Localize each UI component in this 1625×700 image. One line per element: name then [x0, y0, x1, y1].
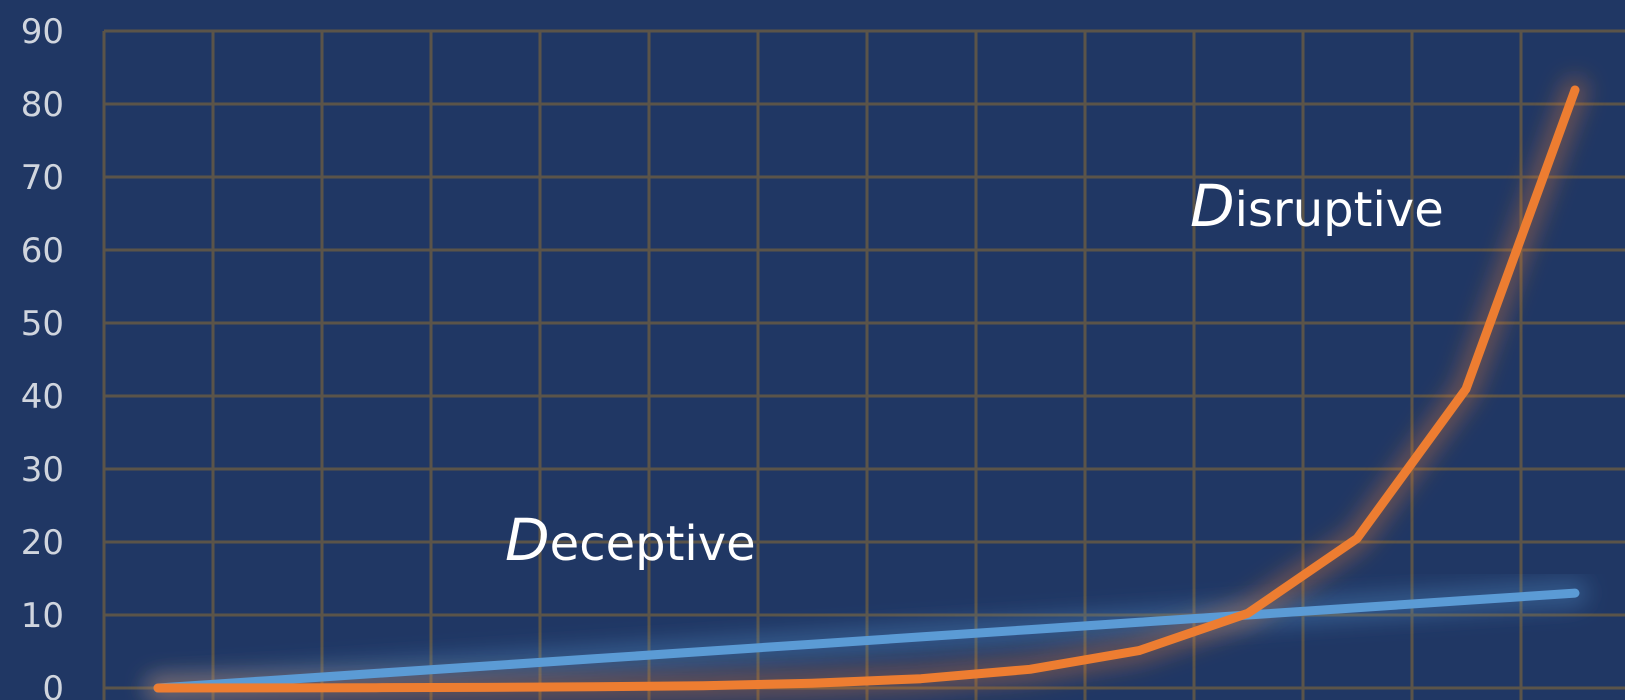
y-tick-label: 90 [21, 12, 64, 52]
annotation-disruptive-initial: D [1190, 172, 1235, 240]
y-tick-label: 60 [21, 231, 64, 271]
y-tick-label: 30 [21, 450, 64, 490]
y-tick-label: 50 [21, 304, 64, 344]
y-tick-label: 10 [21, 596, 64, 636]
annotation-deceptive-initial: D [505, 506, 550, 574]
annotation-deceptive: Deceptive [505, 506, 756, 574]
y-axis: 0 10 20 30 40 50 60 70 80 90 [21, 12, 64, 700]
y-tick-label: 40 [21, 377, 64, 417]
y-tick-label: 0 [42, 669, 64, 700]
annotation-deceptive-rest: eceptive [550, 516, 756, 572]
series-0-line [153, 588, 1580, 693]
annotation-disruptive: Disruptive [1190, 172, 1444, 240]
annotation-disruptive-rest: isruptive [1235, 182, 1444, 238]
series-lines [153, 85, 1580, 693]
y-tick-label: 70 [21, 158, 64, 198]
series-1-line [153, 85, 1580, 693]
y-tick-label: 20 [21, 523, 64, 563]
y-tick-label: 80 [21, 85, 64, 125]
